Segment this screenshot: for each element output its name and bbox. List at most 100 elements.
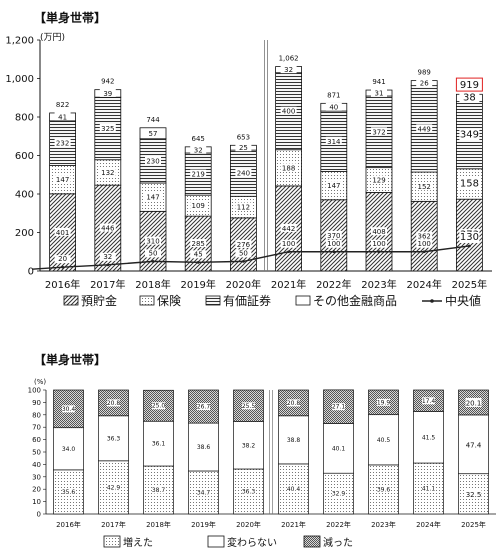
- value-label-bg: [242, 487, 255, 495]
- bar-value-label: 38.7: [152, 487, 166, 494]
- legend-swatch: [303, 535, 321, 548]
- value-label-bg: [242, 402, 255, 410]
- bar-value-label: 41.1: [422, 486, 436, 493]
- top-y-tick-label: 1,000: [5, 74, 34, 85]
- bottom-x-tick-label: 2025年: [461, 520, 486, 529]
- top-y-tick-label: 600: [15, 151, 34, 162]
- value-label-bg: [325, 136, 342, 145]
- bar-value-label: 285: [192, 240, 205, 248]
- bar-value-label: 17.4: [422, 398, 436, 405]
- median-value-label: 100: [418, 240, 431, 248]
- bar-value-label: 25.5: [242, 403, 256, 410]
- top-x-tick-label: 2019年: [180, 278, 215, 291]
- bar-value-label: 36.3: [242, 488, 256, 495]
- median-value-label: 50: [239, 249, 248, 257]
- bar-value-label: 32.5: [466, 491, 482, 499]
- value-label-bg: [377, 485, 390, 493]
- bar-value-label: 310: [146, 238, 159, 246]
- value-label-bg: [54, 255, 71, 264]
- legend-label: 預貯金: [81, 293, 117, 308]
- bar-value-label: 38.8: [287, 437, 301, 444]
- bar-segment-保険: [365, 167, 393, 193]
- bar-value-label: 41: [58, 113, 67, 121]
- bottom-y-tick-label: 40: [32, 461, 41, 469]
- value-label-bg: [107, 483, 120, 491]
- value-label-bg: [107, 399, 120, 407]
- value-label-bg: [422, 485, 435, 493]
- value-label-bg: [197, 403, 210, 411]
- top-x-tick-label: 2024年: [406, 278, 441, 291]
- value-label-bg: [459, 231, 480, 243]
- value-label-bg: [280, 106, 297, 115]
- bar-value-label: 362: [418, 233, 431, 241]
- bar-value-label: 408: [372, 228, 385, 236]
- median-value-label: 45: [194, 250, 203, 258]
- bar-value-label: 158: [460, 178, 479, 189]
- highlight-box: [455, 77, 483, 92]
- value-label-bg: [152, 486, 165, 494]
- value-label-bg: [197, 488, 210, 496]
- top-x-tick-label: 2025年: [452, 278, 487, 291]
- bottom-x-tick-label: 2024年: [416, 520, 441, 529]
- bar-total-label: 822: [56, 101, 69, 109]
- bar-value-label: 32.9: [332, 491, 346, 498]
- value-label-bg: [422, 433, 435, 441]
- legend-label: その他金融商品: [313, 293, 397, 308]
- top-x-tick-label: 2021年: [271, 278, 306, 291]
- legend-label: 増えた: [123, 536, 153, 549]
- median-point: [106, 263, 110, 267]
- median-point: [196, 260, 200, 264]
- bar-value-label: 325: [101, 125, 114, 133]
- bar-value-label: 219: [192, 171, 205, 179]
- median-value-label: 100: [282, 240, 295, 248]
- bar-total-label: 941: [372, 78, 385, 86]
- median-point: [61, 265, 64, 269]
- value-label-bg: [416, 78, 433, 87]
- bar-value-label: 27.1: [332, 404, 346, 411]
- value-label-bg: [242, 441, 255, 449]
- bar-value-label: 40: [329, 104, 338, 112]
- bar-value-label: 446: [101, 225, 115, 233]
- value-label-bg: [377, 398, 390, 406]
- legend-label: 中央値: [445, 293, 481, 308]
- bar-value-label: 188: [282, 164, 295, 172]
- value-label-bg: [325, 230, 342, 239]
- top-x-tick-label: 2022年: [316, 278, 351, 291]
- value-label-bg: [145, 236, 161, 245]
- bottom-chart: 0 10 20 30 40 50 60 70 80 90 100 35.6 34.0 30.4 2016年 4…: [28, 387, 496, 549]
- bar-value-label: 34.7: [197, 489, 211, 496]
- bar-value-label: 39.6: [377, 486, 391, 493]
- value-label-bg: [287, 485, 300, 493]
- bottom-x-tick-label: 2022年: [326, 520, 351, 529]
- bar-value-label: 147: [56, 176, 69, 184]
- value-label-bg: [99, 167, 116, 176]
- bottom-y-tick-label: 10: [32, 498, 41, 506]
- bottom-y-tick-label: 100: [28, 387, 41, 395]
- bar-value-label: 36.3: [107, 435, 121, 442]
- value-label-bg: [459, 91, 480, 103]
- value-label-bg: [371, 88, 387, 97]
- top-x-tick-label: 2023年: [361, 278, 396, 291]
- legend-swatch: [139, 295, 155, 306]
- legend-swatch: [103, 535, 121, 548]
- bottom-y-tick-label: 50: [32, 449, 41, 457]
- bar-total-label: 653: [237, 133, 250, 141]
- value-label-bg: [152, 402, 165, 410]
- bar-value-label: 38.2: [242, 442, 256, 449]
- top-y-axis-unit: (万円): [40, 32, 65, 43]
- value-label-bg: [99, 252, 116, 261]
- value-label-bg: [235, 143, 252, 152]
- bar-value-label: 442: [282, 225, 295, 233]
- bar-value-label: 41.5: [422, 434, 436, 441]
- value-label-bg: [197, 443, 210, 451]
- median-value-label: 20: [58, 255, 67, 263]
- bar-value-label: 32: [284, 66, 293, 74]
- bar-value-label: 132: [101, 169, 114, 177]
- median-value-label: 100: [327, 240, 340, 248]
- bottom-x-tick-label: 2017年: [101, 520, 126, 529]
- value-label-bg: [459, 177, 480, 189]
- median-value-label: 50: [149, 249, 158, 257]
- bar-total-label: 919: [460, 80, 479, 91]
- bottom-x-tick-label: 2023年: [371, 520, 396, 529]
- top-x-tick-label: 2018年: [135, 278, 170, 291]
